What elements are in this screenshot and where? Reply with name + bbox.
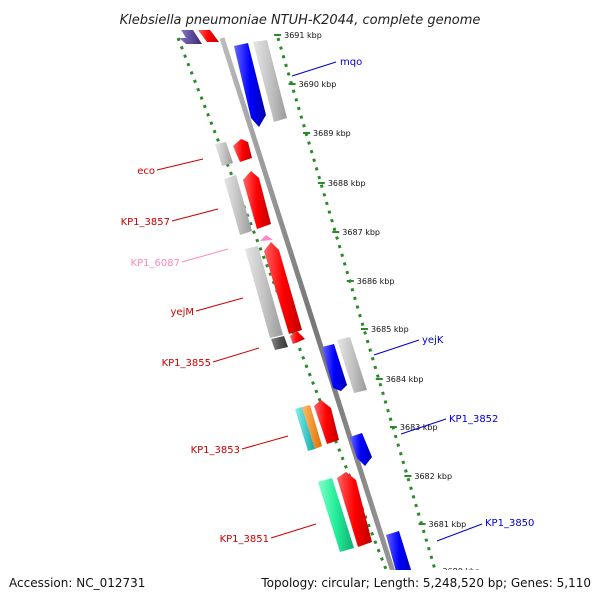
map-title: Klebsiella pneumoniae NTUH-K2044, comple…	[120, 13, 481, 28]
kbp-tick-label: 3688 kbp	[328, 179, 366, 188]
gene-kp1-6087[interactable]	[260, 235, 273, 241]
leader-kp1-3855	[212, 347, 260, 363]
leader-yejm	[195, 297, 244, 312]
gene-kp1-3857[interactable]	[243, 171, 271, 229]
label-kp1-3850[interactable]: KP1_3850	[485, 518, 534, 529]
footer-background	[0, 570, 600, 600]
gene-mqo[interactable]	[234, 43, 266, 127]
leader-mqo	[291, 61, 337, 77]
kbp-tick-label: 3689 kbp	[313, 129, 351, 138]
label-kp1-6087[interactable]: KP1_6087	[131, 258, 180, 269]
gene-eco[interactable]	[233, 139, 252, 162]
label-yejk[interactable]: yejK	[422, 335, 444, 346]
gene-yejk-blue[interactable]	[322, 344, 347, 391]
gene-top-red	[198, 30, 219, 42]
top-clipped-genes	[179, 30, 219, 44]
outer-guide-line	[276, 37, 446, 600]
gene-gray-mqo-rna	[253, 40, 287, 122]
genome-summary-text: Topology: circular; Length: 5,248,520 bp…	[260, 576, 591, 590]
label-kp1-3857[interactable]: KP1_3857	[121, 217, 170, 228]
gene-kp1-3853-orange	[302, 405, 322, 449]
gene-eco-gray	[215, 142, 233, 166]
kbp-tick-label: 3686 kbp	[357, 277, 395, 286]
kbp-tick-label: 3690 kbp	[299, 80, 337, 89]
kbp-ticks: 3691 kbp 3690 kbp 3689 kbp 3688 kbp 3687 kbp…	[274, 31, 480, 576]
kbp-tick-label: 3685 kbp	[371, 325, 409, 334]
leader-kp1-3853	[241, 435, 289, 450]
kbp-tick-label: 3683 kbp	[400, 423, 438, 432]
gene-yejm-gray	[245, 246, 283, 338]
label-yejm[interactable]: yejM	[171, 307, 194, 318]
kbp-tick-label: 3681 kbp	[429, 520, 467, 529]
accession-text: Accession: NC_012731	[9, 576, 145, 590]
label-kp1-3852[interactable]: KP1_3852	[449, 414, 498, 425]
label-kp1-3853[interactable]: KP1_3853	[191, 445, 240, 456]
leader-kp1-3850	[436, 523, 483, 542]
gene-features	[215, 40, 412, 600]
gene-kp1-3853-teal	[295, 407, 315, 451]
leader-eco	[156, 158, 204, 171]
label-mqo[interactable]: mqo	[340, 57, 362, 68]
label-eco[interactable]: eco	[137, 166, 155, 177]
gene-top-purple-lower	[181, 30, 202, 44]
genome-backbone	[219, 37, 405, 600]
leader-kp1-3851	[270, 523, 317, 539]
gene-kp1-3855-dark	[271, 336, 288, 350]
leader-kp1-3852	[400, 418, 447, 435]
gene-kp1-3851-green	[318, 478, 354, 552]
leader-yejk	[373, 339, 420, 356]
gene-yejk-gray	[337, 337, 367, 393]
gene-labels: mqo eco KP1_3857 KP1_6087 yejM KP1_3855 …	[121, 57, 535, 545]
gene-kp1-3855[interactable]	[290, 331, 305, 344]
label-kp1-3855[interactable]: KP1_3855	[162, 358, 211, 369]
leader-kp1-3857	[171, 208, 219, 222]
kbp-tick-label: 3684 kbp	[386, 375, 424, 384]
gene-kp1-3850[interactable]	[386, 531, 412, 582]
leader-kp1-6087	[181, 248, 229, 263]
kbp-tick-label: 3687 kbp	[342, 228, 380, 237]
gene-kp1-3852[interactable]	[350, 433, 372, 466]
kbp-tick-label: 3691 kbp	[284, 31, 322, 40]
kbp-tick-label: 3682 kbp	[414, 472, 452, 481]
gene-kp1-3851[interactable]	[337, 472, 372, 547]
gene-kp1-3857-gray	[224, 175, 252, 235]
label-kp1-3851[interactable]: KP1_3851	[220, 534, 269, 545]
label-leaders	[156, 61, 483, 542]
gene-yejm[interactable]	[264, 242, 302, 334]
gene-kp1-3853[interactable]	[314, 400, 339, 444]
inner-guide-line	[176, 37, 400, 600]
